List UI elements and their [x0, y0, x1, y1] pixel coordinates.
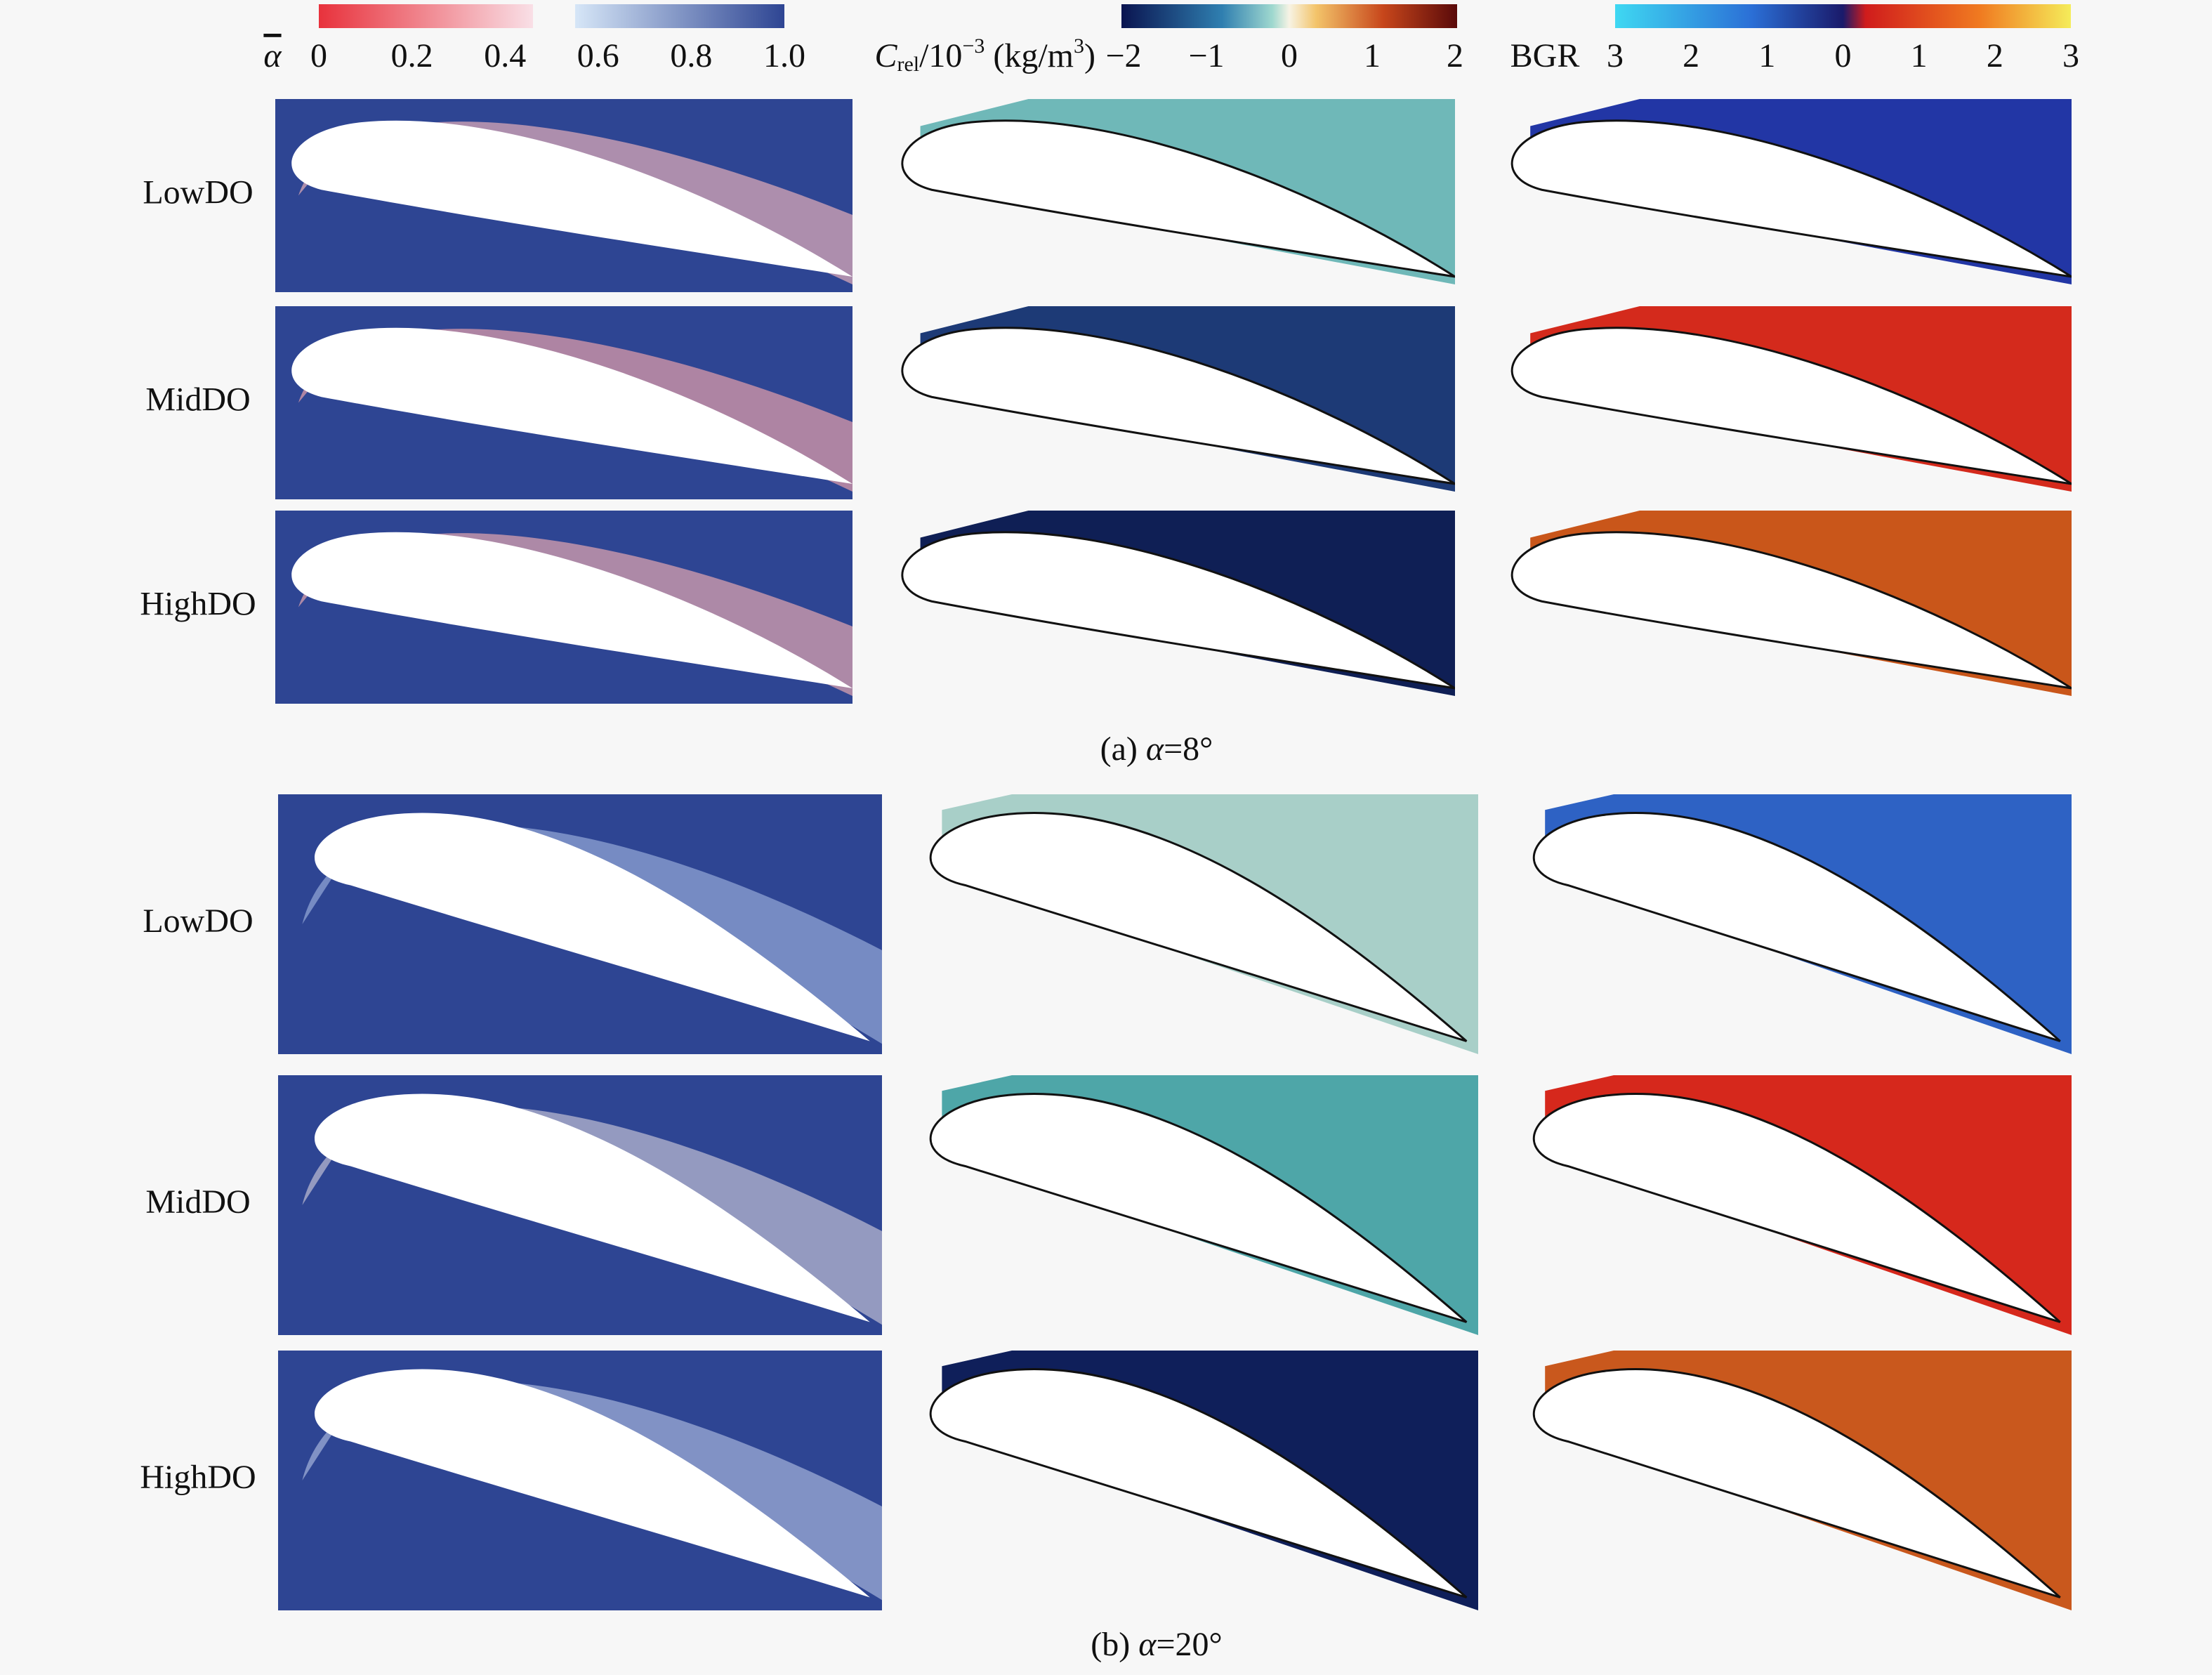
label-part: C [874, 37, 897, 74]
airfoil [902, 328, 1455, 484]
airfoil [1512, 532, 2072, 688]
field-panel [1534, 1075, 2072, 1335]
row-label: MidDO [145, 1183, 250, 1221]
airfoil [1534, 1369, 2060, 1597]
row-label: LowDO [143, 902, 253, 940]
field-panel [1534, 1351, 2072, 1610]
colorbar-tick-label: 2 [1447, 37, 1463, 74]
colorbar-tick-label: 0 [1281, 37, 1298, 74]
colorbar-tick-label: 0.4 [484, 37, 526, 74]
colorbar [1615, 4, 2071, 28]
airfoil [291, 120, 852, 277]
colorbar-label: α [263, 37, 282, 74]
colorbar-tick-label: 0.6 [577, 37, 619, 74]
caption: (a) α=8° [1100, 730, 1213, 768]
airfoil [315, 1369, 870, 1598]
colorbar-tick-label: 1 [1364, 37, 1381, 74]
field-panel [278, 794, 882, 1054]
caption-part: α [1146, 730, 1164, 768]
label-part: 3 [1074, 34, 1084, 58]
airfoil [930, 1093, 1466, 1322]
field-panel [278, 1351, 882, 1610]
caption-part: =8° [1164, 730, 1213, 768]
row-label: HighDO [140, 1459, 256, 1496]
airfoil [1534, 813, 2060, 1041]
caption-part: α [1138, 1626, 1157, 1663]
colorbar-tick-label: 1.0 [763, 37, 805, 74]
colorbar [1121, 4, 1457, 28]
airfoil [902, 532, 1455, 688]
label-part: ) [1084, 37, 1095, 74]
field-panel [902, 306, 1455, 492]
colorbar-label: BGR [1510, 37, 1580, 74]
colorbar-high [575, 4, 784, 28]
colorbar-tick-label: 2 [1683, 37, 1699, 74]
row-label: HighDO [140, 586, 256, 623]
colorbar-tick-label: 3 [2062, 37, 2079, 74]
caption: (b) α=20° [1091, 1626, 1222, 1663]
field-panel [1512, 99, 2072, 284]
airfoil [291, 532, 852, 688]
airfoil [315, 1093, 870, 1322]
label-part: (kg/m [985, 37, 1074, 74]
field-panel [1534, 794, 2072, 1054]
field-panel [275, 99, 852, 292]
field-panel [930, 794, 1478, 1054]
colorbar-tick-label: 0.8 [670, 37, 712, 74]
field-panel [275, 511, 852, 704]
field-panel [1512, 306, 2072, 492]
colorbar-tick-label: 2 [1987, 37, 2003, 74]
field-panel [930, 1075, 1478, 1335]
airfoil [930, 813, 1466, 1041]
colorbar-low [319, 4, 533, 28]
colorbar-tick-label: −1 [1188, 37, 1224, 74]
airfoil [930, 1369, 1466, 1597]
caption-part: =20° [1156, 1626, 1222, 1663]
caption-part: (a) [1100, 730, 1146, 768]
field-panel [1512, 511, 2072, 696]
caption-part: (b) [1091, 1626, 1138, 1663]
colorbar-tick-label: 1 [1758, 37, 1775, 74]
row-label: MidDO [145, 381, 250, 419]
airfoil [291, 327, 852, 484]
airfoil [315, 813, 870, 1042]
colorbar-tick-label: 0 [1835, 37, 1852, 74]
airfoil [1534, 1093, 2060, 1322]
colorbar-label: Crel/10−3 (kg/m3) [874, 34, 1095, 76]
field-panel [275, 306, 852, 499]
field-panel [902, 99, 1455, 284]
label-part: rel [897, 53, 919, 76]
colorbar-tick-label: 0 [310, 37, 327, 74]
row-label: LowDO [143, 174, 253, 211]
airfoil [1512, 121, 2072, 277]
airfoil [1512, 328, 2072, 484]
colorbar-tick-label: 3 [1607, 37, 1624, 74]
label-part: −3 [962, 34, 985, 58]
label-part: /10 [919, 37, 962, 74]
colorbar-tick-label: 0.2 [391, 37, 433, 74]
colorbar-tick-label: 1 [1911, 37, 1928, 74]
field-panel [902, 511, 1455, 696]
colorbar-tick-label: −2 [1105, 37, 1141, 74]
field-panel [278, 1075, 882, 1335]
airfoil [902, 121, 1455, 277]
field-panel [930, 1351, 1478, 1610]
